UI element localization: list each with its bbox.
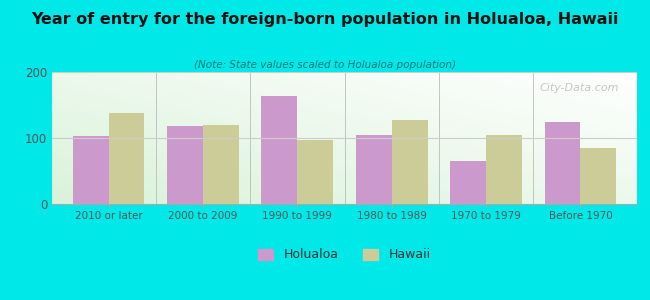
Text: Year of entry for the foreign-born population in Holualoa, Hawaii: Year of entry for the foreign-born popul… [31, 12, 619, 27]
Bar [73, 136, 109, 204]
Bar [297, 140, 333, 204]
Text: City-Data.com: City-Data.com [540, 82, 619, 93]
Bar [356, 135, 392, 204]
Text: (Note: State values scaled to Holualoa population): (Note: State values scaled to Holualoa p… [194, 60, 456, 70]
Bar [545, 122, 580, 204]
Bar [203, 125, 239, 204]
Bar [486, 135, 522, 204]
Bar [392, 119, 428, 204]
Bar [261, 96, 297, 204]
Legend: Holualoa, Hawaii: Holualoa, Hawaii [254, 243, 436, 266]
Bar [580, 148, 616, 204]
Bar [167, 126, 203, 204]
Bar [109, 113, 144, 204]
Bar [450, 161, 486, 204]
